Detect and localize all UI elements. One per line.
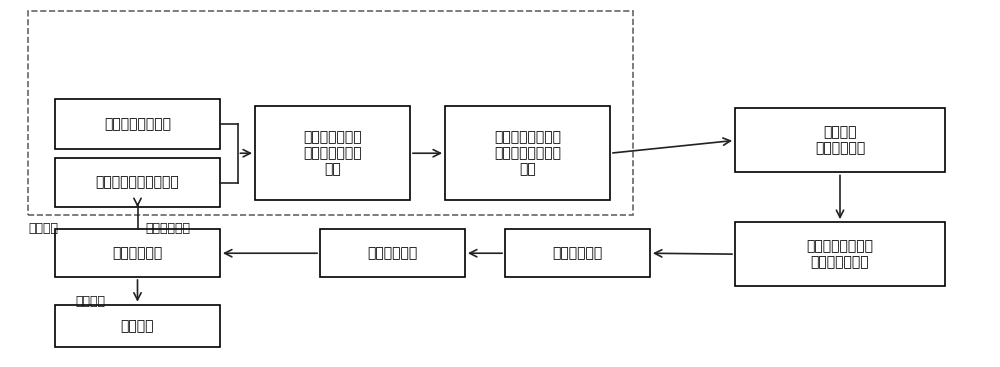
Bar (55, 158, 220, 207)
Text: 修改模型: 修改模型 (28, 222, 58, 235)
Text: 建立光源理论模型: 建立光源理论模型 (104, 117, 171, 131)
Text: 不能达到要求: 不能达到要求 (145, 222, 190, 235)
Text: 光学曲面空间位置
坐标点拟合曲线: 光学曲面空间位置 坐标点拟合曲线 (806, 239, 874, 269)
Text: 能量单元与目标
单元之间的联系
关系: 能量单元与目标 单元之间的联系 关系 (303, 130, 362, 177)
Bar (28, 11, 633, 215)
Text: 光学曲面结构: 光学曲面结构 (552, 246, 603, 260)
Text: 达到要求: 达到要求 (75, 295, 105, 308)
Bar (445, 106, 610, 200)
Text: 配光曲线分布: 配光曲线分布 (112, 246, 163, 260)
Bar (320, 229, 465, 277)
Bar (505, 229, 650, 277)
Text: 出射光线、目标照
明区域接受光线的
关系: 出射光线、目标照 明区域接受光线的 关系 (494, 130, 561, 177)
Text: 设计完成: 设计完成 (121, 319, 154, 333)
Bar (255, 106, 410, 200)
Text: 遗传算法
自动迭代求解: 遗传算法 自动迭代求解 (815, 125, 865, 156)
Text: 目标照明区域网格划分: 目标照明区域网格划分 (96, 175, 179, 190)
Bar (735, 222, 945, 286)
Bar (55, 99, 220, 149)
Bar (735, 108, 945, 172)
Bar (55, 305, 220, 347)
Text: 光学模拟软件: 光学模拟软件 (367, 246, 418, 260)
Bar (55, 229, 220, 277)
